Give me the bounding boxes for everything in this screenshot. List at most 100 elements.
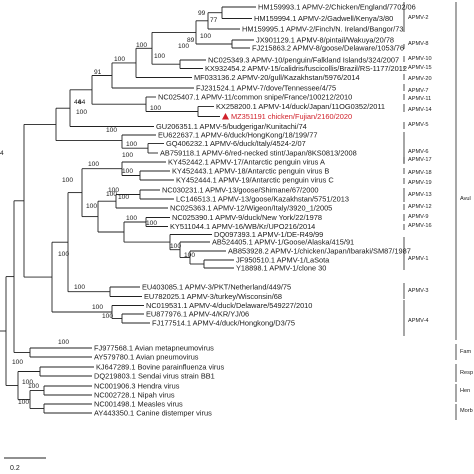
bootstrap-value: 100 — [200, 33, 211, 40]
taxon-label: FJ977568.1 Avian metapneumovirus — [94, 344, 214, 353]
bootstrap-value: 100 — [146, 220, 157, 227]
genus-label: Morb — [460, 408, 473, 414]
taxon-label: Y18898.1 APMV-1/clone 30 — [236, 264, 326, 273]
bootstrap-value: 100 — [150, 105, 161, 112]
group-label: APMV-17 — [408, 157, 432, 163]
taxon-label: NC025407.1 APMV-11/common snipe/France/1… — [158, 93, 352, 102]
taxon-label: DQ097393.1 APMV-1/DE-R49/99 — [214, 230, 323, 239]
group-label: APMV-16 — [408, 223, 432, 229]
group-label: APMV-19 — [408, 180, 432, 186]
taxon-label: NC019531.1 APMV-4/duck/Delaware/549227/2… — [146, 301, 312, 310]
bootstrap-value: 100 — [76, 109, 87, 116]
taxon-label: EU782025.1 APMV-3/turkey/Wisconsin/68 — [144, 292, 282, 301]
bootstrap-value: 91 — [94, 69, 102, 76]
taxon-label: NC001498.1 Measles virus — [94, 400, 183, 409]
taxon-label: HM159993.1 APMV-2/Chicken/England/7702/0… — [258, 3, 416, 12]
taxon-label: KY452442.1 APMV-17/Antarctic penguin vir… — [168, 158, 325, 167]
taxon-label: NC025363.1 APMV-12/Wigeon/Italy/3920_1/2… — [170, 204, 332, 213]
taxon-label: LC146513.1 APMV-13/goose/Kazakhstan/5751… — [176, 195, 349, 204]
taxon-label: KJ647289.1 Bovine parainfluenza virus — [96, 363, 224, 372]
taxon-label: GU206351.1 APMV-5/budgerigar/Kunitachi/7… — [156, 122, 307, 131]
taxon-label: JF950510.1 APMV-1/LaSota — [236, 256, 330, 265]
bootstrap-value: 100 — [58, 339, 69, 346]
bootstrap-value: 100 — [184, 252, 195, 259]
bootstrap-value: 100 — [122, 168, 133, 175]
taxon-label: AY443350.1 Canine distemper virus — [94, 409, 212, 418]
taxon-label: EU403085.1 APMV-3/PKT/Netherland/449/75 — [142, 283, 291, 292]
taxon-label: EU877976.1 APMV-4/KR/YJ/06 — [146, 310, 249, 319]
taxon-label: NC001906.3 Hendra virus — [94, 382, 180, 391]
group-label: APMV-9 — [408, 214, 429, 220]
bootstrap-value: 100 — [122, 152, 133, 159]
group-label: APMV-8 — [408, 41, 429, 47]
bootstrap-value: 100 — [102, 313, 113, 320]
bootstrap-value: 100 — [118, 194, 129, 201]
bootstrap-value: 100 — [18, 399, 29, 406]
group-label: APMV-13 — [408, 192, 432, 198]
bootstrap-value: 99 — [198, 10, 206, 17]
group-label: APMV-7 — [408, 88, 429, 94]
bootstrap-value: 100 — [126, 215, 137, 222]
bootstrap-value: 100 — [58, 251, 69, 258]
clade-brackets — [403, 2, 457, 420]
taxon-label: JX901129.1 APMV-8/pintail/Wakuya/20/78 — [256, 36, 394, 45]
bootstrap-value: 89 — [187, 37, 195, 44]
taxon-label: KY452444.1 APMV-19/Antarctic penguin vir… — [176, 176, 334, 185]
bootstrap-value: 44 — [74, 99, 82, 106]
bootstrap-value: 100 — [106, 191, 117, 198]
bootstrap-value: 100 — [62, 177, 73, 184]
group-label: APMV-18 — [408, 170, 432, 176]
taxon-label: NC025390.1 APMV-9/duck/New York/22/1978 — [172, 213, 322, 222]
tree-branches — [0, 6, 256, 414]
taxon-label: FJ177514.1 APMV-4/duck/Hongkong/D3/75 — [152, 319, 295, 328]
group-label: APMV-3 — [408, 288, 429, 294]
group-label: APMV-20 — [408, 76, 432, 82]
group-label: APMV-2 — [408, 15, 429, 21]
bootstrap-value: 100 — [74, 284, 85, 291]
taxon-label: AB853928.2 APMV-1/chicken/Japan/Ibaraki/… — [228, 247, 411, 256]
taxon-label: KY511044.1 APMV-16/WB/Kr/UPO216/2014 — [170, 222, 315, 231]
bootstrap-value: 100 — [22, 379, 33, 386]
taxon-label: EU622637.1 APMV-6/duck/HongKong/18/199/7… — [158, 131, 317, 140]
group-label: APMV-1 — [408, 256, 429, 262]
bootstrap-value: 100 — [106, 127, 117, 134]
group-label: APMV-15 — [408, 65, 432, 71]
taxon-label: HM159994.1 APMV-2/Gadwell/Kenya/3/80 — [254, 14, 393, 23]
group-labels: APMV-2 APMV-8 APMV-10 APMV-15 APMV-20 APMV-7 A… — [408, 15, 473, 414]
bootstrap-value: 100 — [28, 383, 39, 390]
taxon-label: HM159995.1 APMV-2/Finch/N. Ireland/Bango… — [242, 25, 403, 34]
taxon-label: KX932454.2 APMV-15/calidris/fuscicollis/… — [205, 64, 407, 73]
bootstrap-labels: 7799891001001001001009164441001001001001… — [0, 10, 218, 406]
group-label: APMV-11 — [408, 96, 431, 102]
bootstrap-value: 4 — [0, 150, 4, 157]
taxon-label: AB524405.1 APMV-1/Goose/Alaska/415/91 — [212, 238, 354, 247]
highlighted-taxon-label: MZ351191 chicken/Fujian/2160/2020 — [231, 112, 352, 121]
taxon-label: MF033136.2 APMV-20/gull/Kazakhstan/5976/… — [194, 73, 360, 82]
bootstrap-value: 100 — [92, 304, 103, 311]
bootstrap-value: 100 — [178, 43, 189, 50]
genus-label: Fam — [460, 349, 472, 355]
taxon-label: FJ215863.2 APMV-8/goose/Delaware/1053/76 — [252, 44, 404, 53]
genus-label: Avul — [460, 196, 471, 202]
taxon-label: AY579780.1 Avian pneumovirus — [94, 353, 199, 362]
red-triangle-icon — [222, 113, 229, 120]
group-label: APMV-12 — [408, 204, 432, 210]
taxon-label: DQ219803.1 Sendai virus strain BB1 — [94, 372, 215, 381]
taxon-label: KY452443.1 APMV-18/Antarctic penguin vir… — [172, 167, 329, 176]
bootstrap-value: 100 — [114, 56, 125, 63]
bootstrap-value: 100 — [12, 359, 23, 366]
bootstrap-value: 100 — [88, 161, 99, 168]
bootstrap-value: 77 — [210, 17, 218, 24]
scale-bar-label: 0.2 — [10, 465, 20, 472]
bootstrap-value: 100 — [108, 187, 119, 194]
group-label: APMV-10 — [408, 56, 432, 62]
taxon-label: KX258200.1 APMV-14/duck/Japan/11OG0352/2… — [216, 102, 385, 111]
taxon-label: FJ231524.1 APMV-7/dove/Tennessee/4/75 — [196, 84, 336, 93]
bootstrap-value: 100 — [170, 243, 181, 250]
bootstrap-value: 100 — [86, 203, 97, 210]
genus-label: Resp — [460, 370, 473, 376]
group-label: APMV-14 — [408, 107, 432, 113]
taxon-label: NC030231.1 APMV-13/goose/Shimane/67/2000 — [162, 186, 319, 195]
bootstrap-value: 64 — [78, 99, 86, 106]
taxon-label: NC025349.3 APMV-10/penguin/Falkland Isla… — [208, 56, 399, 65]
